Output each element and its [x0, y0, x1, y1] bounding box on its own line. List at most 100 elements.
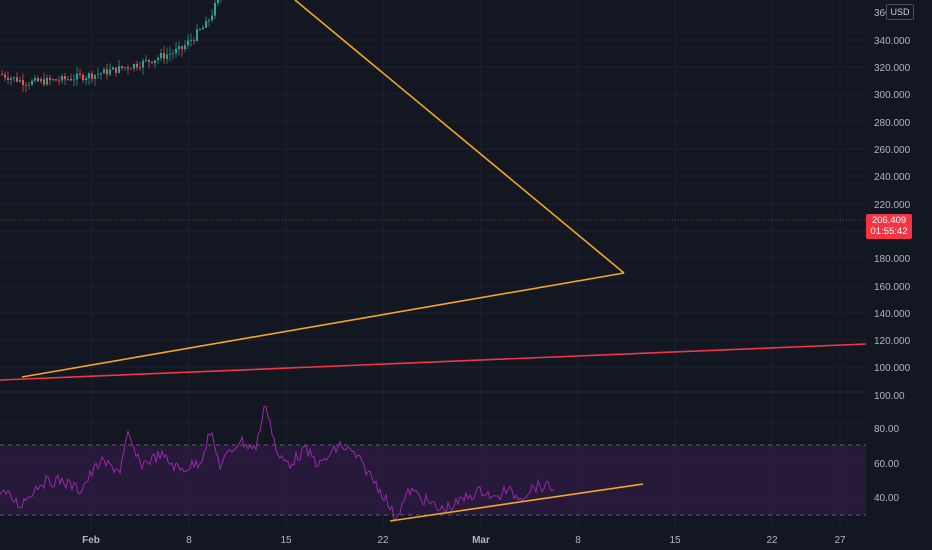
price-axis-label: 340.000 — [874, 36, 911, 47]
candle-body — [109, 69, 111, 75]
grid-lines — [0, 0, 866, 530]
candle-body — [106, 69, 108, 75]
candle-body — [157, 58, 159, 61]
current-price-tag: 206.409 01:55:42 — [866, 214, 912, 239]
candle-body — [211, 15, 213, 21]
rsi-band — [0, 445, 866, 515]
rsi-axis-label: 60.00 — [874, 459, 899, 470]
current-price-value: 206.409 — [871, 215, 907, 226]
candle-body — [37, 77, 39, 82]
date-label: 15 — [280, 535, 292, 546]
candle-body — [7, 77, 9, 80]
price-axis-label: 300.000 — [874, 90, 911, 101]
candle-body — [16, 77, 18, 82]
date-label: 22 — [766, 535, 778, 546]
candle-body — [100, 73, 102, 75]
date-label: 27 — [834, 535, 846, 546]
date-label: Feb — [82, 535, 100, 546]
candle-body — [154, 60, 156, 64]
candle-body — [139, 67, 141, 69]
price-axis-label: 160.000 — [874, 282, 911, 293]
candle-body — [25, 85, 27, 86]
candle-body — [52, 79, 54, 80]
candle-body — [217, 0, 219, 4]
candle-body — [151, 61, 153, 64]
price-axis-label: 220.000 — [874, 200, 911, 211]
candle-body — [133, 64, 135, 69]
date-label: Mar — [472, 535, 490, 546]
rsi-line — [0, 405, 555, 522]
candle-body — [88, 73, 90, 79]
rsi-trendline[interactable] — [389, 483, 644, 522]
candle-body — [1, 74, 3, 76]
candle-body — [97, 74, 99, 75]
support-line[interactable] — [0, 343, 867, 381]
price-axis-label: 180.000 — [874, 254, 911, 265]
candle-body — [10, 78, 12, 80]
rsi-axis-label: 100.00 — [874, 391, 905, 402]
price-axis-label: 320.000 — [874, 63, 911, 74]
candle-body — [187, 40, 189, 46]
candle-body — [142, 60, 144, 68]
price-axis[interactable]: 360 340.000 320.000 300.000 280.000 260.000 24… — [874, 8, 911, 374]
candle-body — [112, 67, 114, 70]
date-label: 8 — [575, 535, 581, 546]
candle-body — [136, 64, 138, 68]
candle-body — [172, 53, 174, 54]
candle-body — [160, 53, 162, 59]
candle-body — [70, 79, 72, 81]
candle-body — [40, 79, 42, 82]
candle-body — [31, 80, 33, 85]
candle-body — [115, 67, 117, 73]
candle-body — [190, 40, 192, 42]
candle-body — [82, 74, 84, 81]
candle-body — [55, 79, 57, 81]
candle-body — [19, 80, 21, 82]
candle-body — [46, 77, 48, 85]
candle-body — [181, 46, 183, 50]
rsi-axis-label: 80.00 — [874, 424, 899, 435]
currency-label[interactable]: USD — [886, 4, 914, 20]
candle-body — [121, 66, 123, 69]
price-axis-label: 240.000 — [874, 172, 911, 183]
price-axis-label: 100.000 — [874, 363, 911, 374]
candle-body — [49, 77, 51, 80]
rsi-axis-label: 40.00 — [874, 493, 899, 504]
candle-body — [64, 76, 66, 80]
price-axis-label: 120.000 — [874, 336, 911, 347]
candle-body — [127, 67, 129, 69]
candle-body — [196, 29, 198, 41]
candle-body — [4, 74, 6, 78]
rsi-axis[interactable]: 100.00 80.00 60.00 40.00 — [874, 391, 905, 504]
candle-body — [28, 84, 30, 86]
candle-body — [103, 69, 105, 74]
candle-body — [145, 59, 147, 61]
candle-body — [43, 79, 45, 85]
candle-body — [13, 77, 15, 79]
candle-body — [163, 53, 165, 59]
price-axis-label: 260.000 — [874, 145, 911, 156]
candle-body — [208, 20, 210, 21]
upper-trendline[interactable] — [294, 0, 625, 274]
candle-body — [166, 54, 168, 59]
candle-body — [91, 73, 93, 79]
candle-body — [130, 68, 132, 70]
lower-trendline[interactable] — [21, 272, 625, 378]
candle-body — [73, 79, 75, 81]
date-label: 8 — [186, 535, 192, 546]
price-axis-label: 140.000 — [874, 309, 911, 320]
date-label: 22 — [377, 535, 389, 546]
date-label: 15 — [669, 535, 681, 546]
candle-body — [184, 45, 186, 50]
price-axis-label: 280.000 — [874, 118, 911, 129]
candle-body — [58, 80, 60, 82]
candle-body — [124, 67, 126, 69]
candle-body — [76, 73, 78, 80]
candle-body — [22, 80, 24, 86]
candle-body — [61, 76, 63, 81]
candle-body — [34, 77, 36, 81]
candle-body — [118, 66, 120, 73]
time-axis[interactable]: Feb 8 15 22 Mar 8 15 22 27 — [82, 535, 846, 546]
candle-body — [205, 20, 207, 28]
